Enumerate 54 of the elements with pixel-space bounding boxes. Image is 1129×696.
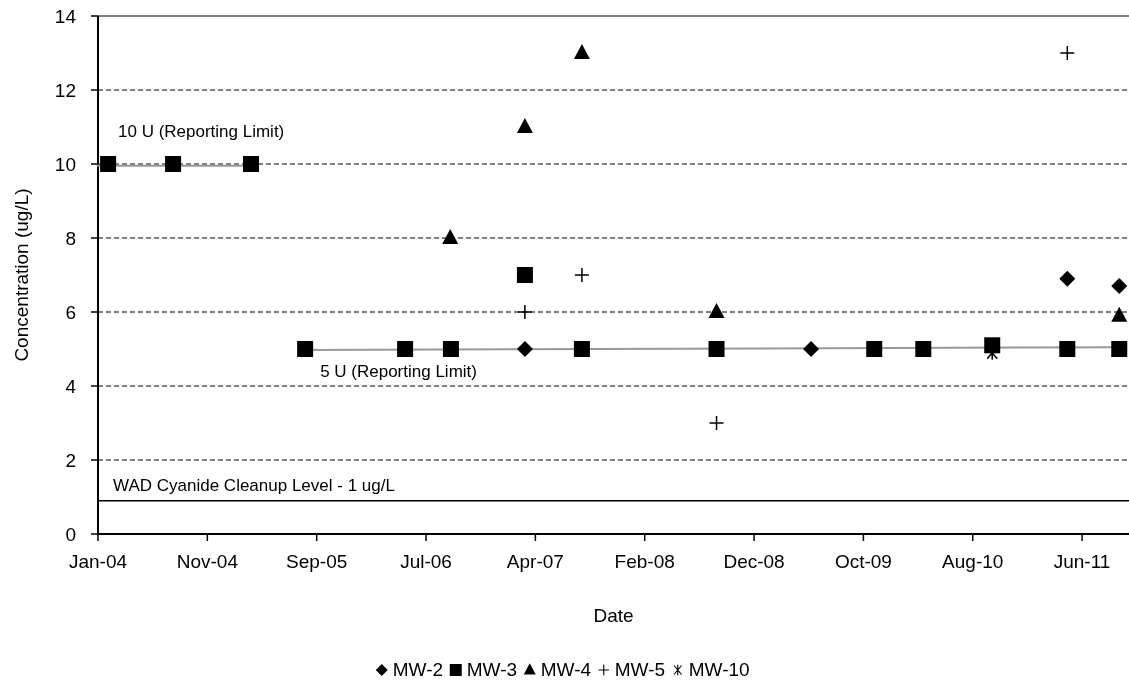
x-tick-label: Oct-09: [834, 551, 892, 572]
point: [573, 341, 590, 357]
y-tick-label: 2: [65, 449, 76, 471]
point: [708, 415, 725, 431]
annotation: 5 U (Reporting Limit): [320, 362, 477, 382]
ref-line-label: WAD Cyanide Cleanup Level - 1 ug/L: [113, 475, 395, 495]
x-axis-title: Date: [593, 605, 634, 626]
y-tick-label: 4: [65, 375, 77, 397]
point: [574, 267, 590, 283]
x-tick-label: Jul-06: [400, 551, 452, 572]
legend-label: MW-3: [466, 659, 518, 680]
point: [1059, 270, 1076, 287]
point: [1111, 341, 1128, 357]
point: [915, 341, 932, 357]
y-tick-label: 14: [54, 5, 77, 27]
y-tick-label: 0: [65, 523, 76, 545]
point: [516, 267, 533, 283]
y-tick-label: 12: [54, 79, 76, 101]
point: [1059, 45, 1076, 61]
point: [573, 44, 590, 59]
point: [165, 156, 182, 172]
x-tick-label: Sep-05: [286, 551, 348, 572]
legend-label: MW-2: [392, 659, 444, 680]
y-tick-label: 10: [54, 153, 76, 175]
x-tick-label: Aug-10: [942, 551, 1004, 572]
x-tick-label: Apr-07: [506, 551, 564, 572]
x-tick-label: Jan-04: [68, 551, 128, 572]
point: [243, 156, 260, 172]
annotation: 10 U (Reporting Limit): [118, 121, 285, 141]
point: [297, 341, 314, 357]
legend-label: MW-4: [540, 659, 592, 680]
point: [1059, 341, 1076, 357]
y-tick-label: 6: [65, 301, 76, 323]
point: [866, 341, 883, 357]
point: [442, 341, 459, 357]
point: [442, 229, 459, 244]
x-tick-label: Dec-08: [723, 551, 785, 572]
point: [708, 341, 725, 357]
x-tick-label: Feb-08: [614, 551, 675, 572]
point: [397, 341, 414, 357]
point: [1111, 306, 1128, 322]
x-tick-label: Jun-11: [1053, 551, 1111, 572]
point: [516, 341, 533, 357]
y-tick-label: 8: [65, 227, 76, 249]
point: [100, 156, 117, 172]
point: [803, 341, 820, 357]
legend-label: MW-10: [688, 659, 750, 680]
legend-label: MW-5: [614, 659, 666, 680]
x-tick-label: Nov-04: [176, 551, 239, 572]
point: [708, 303, 725, 318]
point: [516, 118, 533, 133]
y-axis-title: Concentration (ug/L): [11, 188, 32, 362]
point: [1111, 278, 1128, 295]
point: [517, 304, 533, 320]
